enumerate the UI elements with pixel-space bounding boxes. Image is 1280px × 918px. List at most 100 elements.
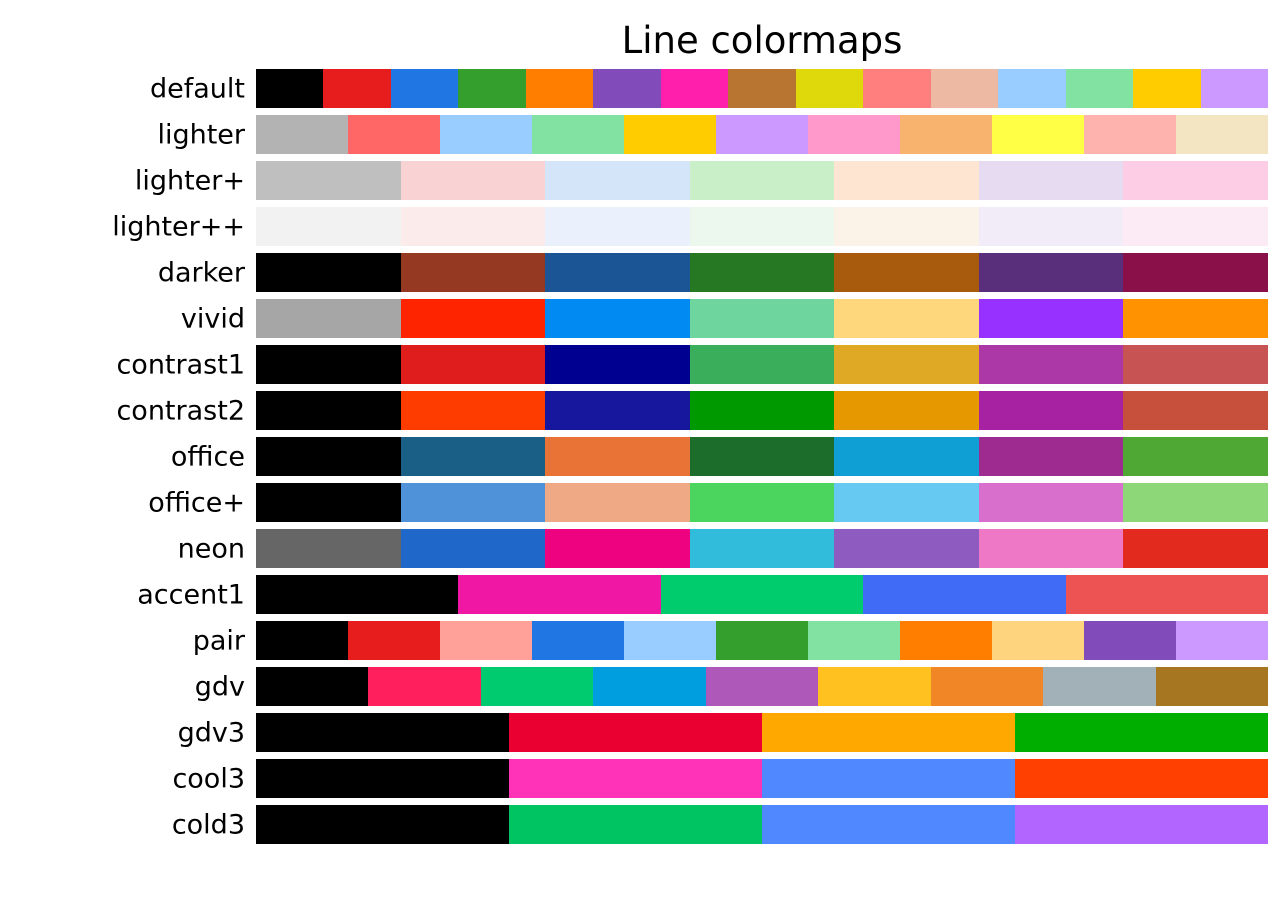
- color-swatch: [256, 299, 401, 338]
- color-swatch: [979, 299, 1123, 338]
- color-swatch: [545, 207, 690, 246]
- color-swatch: [1176, 115, 1268, 154]
- color-swatch: [401, 253, 545, 292]
- color-swatch: [900, 621, 992, 660]
- color-swatch: [863, 575, 1066, 614]
- color-swatch: [348, 115, 440, 154]
- color-swatch: [401, 299, 545, 338]
- color-swatch: [624, 621, 716, 660]
- color-swatch: [1123, 437, 1268, 476]
- color-swatch: [1123, 253, 1268, 292]
- color-swatch: [1201, 69, 1268, 108]
- color-swatch: [834, 207, 979, 246]
- color-swatch: [762, 759, 1015, 798]
- colormap-row-default: default: [150, 69, 1268, 108]
- colormap-rows: default lighter lighter+ lighter++ darker viv…: [112, 69, 1268, 844]
- row-label: accent1: [137, 580, 245, 611]
- color-swatch: [818, 667, 931, 706]
- color-swatch: [1123, 207, 1268, 246]
- color-swatch: [690, 391, 834, 430]
- color-swatch: [716, 621, 808, 660]
- color-swatch: [401, 437, 545, 476]
- color-swatch: [323, 69, 391, 108]
- colormap-row-neon: neon: [178, 529, 1268, 568]
- color-swatch: [401, 529, 545, 568]
- color-swatch: [256, 391, 401, 430]
- color-swatch: [256, 759, 509, 798]
- colormap-row-contrast2: contrast2: [116, 391, 1268, 430]
- color-swatch: [834, 253, 979, 292]
- color-swatch: [992, 621, 1084, 660]
- row-label: contrast1: [116, 350, 245, 381]
- color-swatch: [690, 299, 834, 338]
- color-swatch: [979, 483, 1123, 522]
- row-label: contrast2: [116, 396, 245, 427]
- color-swatch: [1176, 621, 1268, 660]
- color-swatch: [690, 345, 834, 384]
- color-swatch: [808, 115, 900, 154]
- color-swatch: [834, 345, 979, 384]
- color-swatch: [401, 483, 545, 522]
- colormap-row-gdv: gdv: [195, 667, 1268, 706]
- color-swatch: [834, 437, 979, 476]
- color-swatch: [532, 621, 624, 660]
- color-swatch: [661, 69, 728, 108]
- colormap-row-cool3: cool3: [172, 759, 1268, 798]
- color-swatch: [256, 437, 401, 476]
- color-swatch: [545, 391, 690, 430]
- color-swatch: [931, 69, 998, 108]
- color-swatch: [624, 115, 716, 154]
- color-swatch: [1123, 529, 1268, 568]
- color-swatch: [900, 115, 992, 154]
- color-swatch: [545, 161, 690, 200]
- color-swatch: [401, 207, 545, 246]
- color-swatch: [509, 805, 762, 844]
- color-swatch: [545, 529, 690, 568]
- color-swatch: [458, 575, 661, 614]
- color-swatch: [796, 69, 863, 108]
- color-swatch: [256, 345, 401, 384]
- color-swatch: [1015, 759, 1268, 798]
- color-swatch: [690, 529, 834, 568]
- row-label: default: [150, 74, 245, 105]
- color-swatch: [690, 437, 834, 476]
- color-swatch: [661, 575, 863, 614]
- color-swatch: [1133, 69, 1201, 108]
- colormap-row-darker: darker: [158, 253, 1268, 292]
- color-swatch: [690, 253, 834, 292]
- row-label: gdv: [195, 672, 245, 703]
- color-swatch: [1015, 713, 1268, 752]
- color-swatch: [509, 759, 762, 798]
- color-swatch: [979, 161, 1123, 200]
- color-swatch: [1043, 667, 1156, 706]
- color-swatch: [440, 621, 532, 660]
- color-swatch: [834, 483, 979, 522]
- color-swatch: [593, 69, 661, 108]
- color-swatch: [716, 115, 808, 154]
- color-swatch: [1156, 667, 1268, 706]
- color-swatch: [808, 621, 900, 660]
- color-swatch: [834, 529, 979, 568]
- row-label: lighter: [157, 120, 245, 151]
- color-swatch: [593, 667, 706, 706]
- color-swatch: [256, 253, 401, 292]
- color-swatch: [1084, 621, 1176, 660]
- color-swatch: [256, 161, 401, 200]
- row-label: cool3: [172, 764, 245, 795]
- color-swatch: [979, 345, 1123, 384]
- colormap-row-contrast1: contrast1: [116, 345, 1268, 384]
- color-swatch: [509, 713, 762, 752]
- colormap-row-lighter+: lighter+: [135, 161, 1268, 200]
- color-swatch: [368, 667, 481, 706]
- color-swatch: [1123, 483, 1268, 522]
- color-swatch: [401, 391, 545, 430]
- color-swatch: [256, 115, 348, 154]
- color-swatch: [526, 69, 593, 108]
- color-swatch: [979, 391, 1123, 430]
- colormap-row-vivid: vivid: [181, 299, 1268, 338]
- color-swatch: [256, 805, 509, 844]
- color-swatch: [863, 69, 931, 108]
- colormap-row-cold3: cold3: [172, 805, 1268, 844]
- color-swatch: [532, 115, 624, 154]
